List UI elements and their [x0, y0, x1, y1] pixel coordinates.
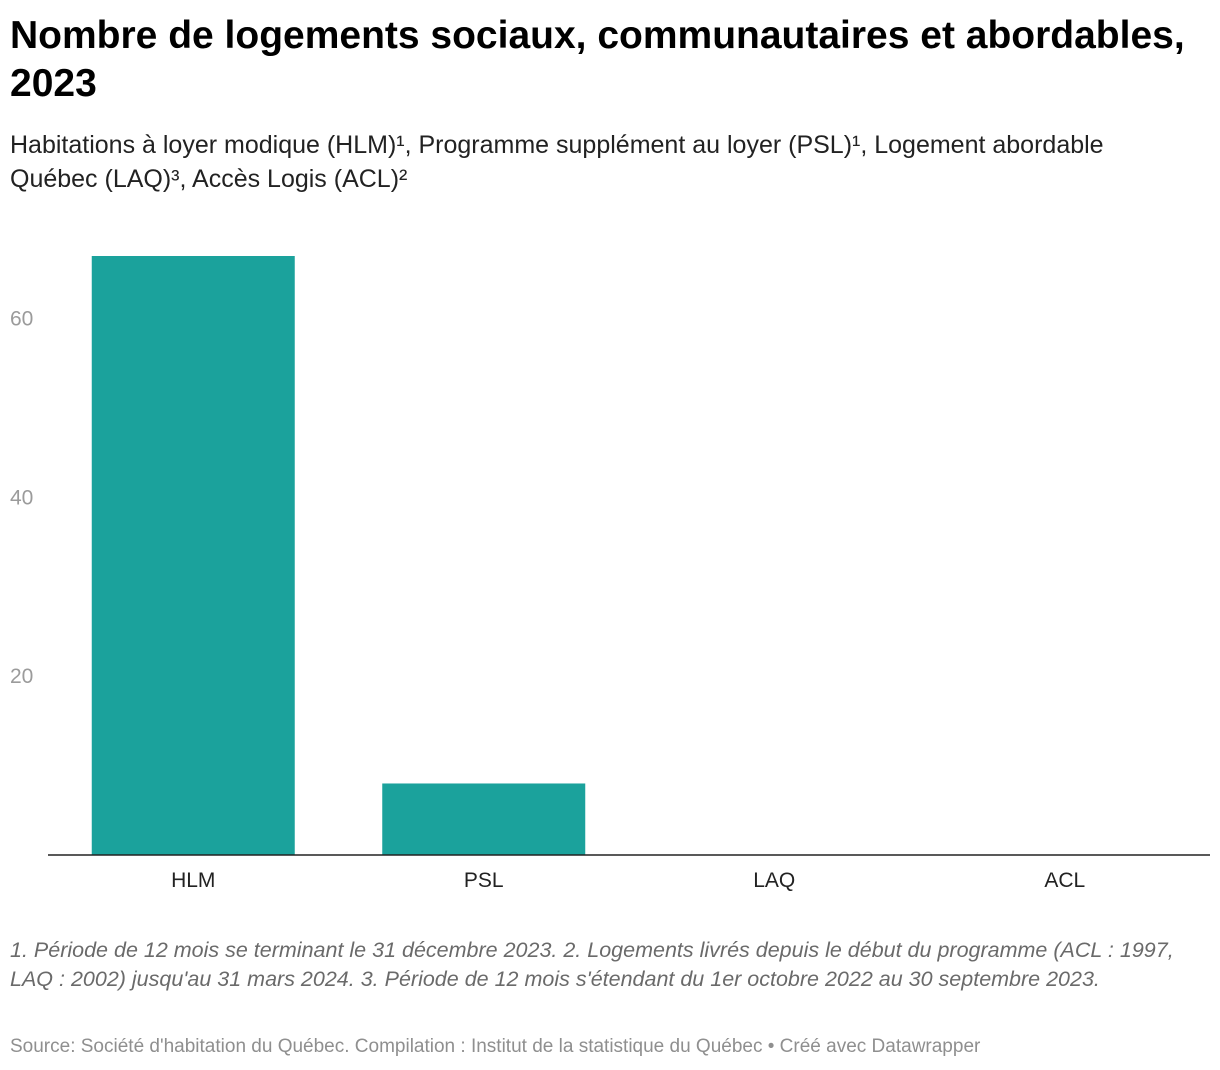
bar-psl — [382, 783, 586, 855]
bar-hlm — [91, 256, 295, 855]
y-tick-label: 60 — [10, 308, 33, 331]
x-tick-label-hlm: HLM — [171, 869, 215, 892]
y-tick-label: 20 — [10, 665, 33, 688]
bar-chart: 20 40 60 HLM PSL LAQ ACL — [10, 256, 1210, 892]
chart-notes: 1. Période de 12 mois se terminant le 31… — [10, 938, 1174, 991]
x-tick-label-psl: PSL — [464, 869, 504, 892]
chart-subtitle: Habitations à loyer modique (HLM)¹, Prog… — [10, 131, 1104, 193]
y-axis-ticks: 20 40 60 — [10, 308, 33, 689]
chart-title: Nombre de logements sociaux, communautai… — [10, 14, 1185, 105]
y-tick-label: 40 — [10, 486, 33, 509]
bars — [91, 256, 586, 855]
x-tick-label-laq: LAQ — [753, 869, 795, 892]
x-axis-ticks: HLM PSL LAQ ACL — [171, 869, 1085, 892]
x-tick-label-acl: ACL — [1044, 869, 1085, 892]
chart-source: Source: Société d'habitation du Québec. … — [10, 1036, 981, 1057]
